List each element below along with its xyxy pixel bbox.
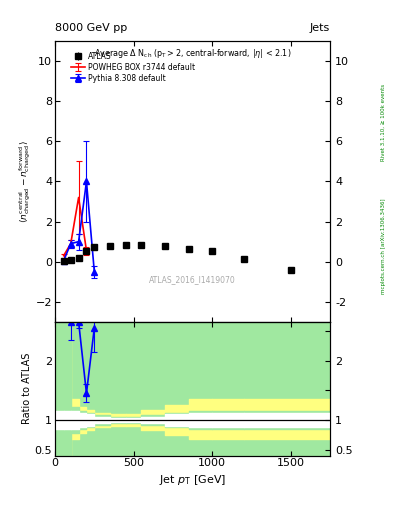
Y-axis label: Ratio to ATLAS: Ratio to ATLAS — [22, 353, 32, 424]
Text: Average $\Delta$ N$_{\mathrm{ch}}$ (p$_{\mathrm{T}}$$>$2, central-forward, |$\et: Average $\Delta$ N$_{\mathrm{ch}}$ (p$_{… — [94, 47, 291, 59]
Text: ATLAS_2016_I1419070: ATLAS_2016_I1419070 — [149, 275, 236, 284]
Text: 8000 GeV pp: 8000 GeV pp — [55, 23, 127, 33]
Text: mcplots.cern.ch [arXiv:1306.3436]: mcplots.cern.ch [arXiv:1306.3436] — [381, 198, 386, 293]
Text: Jets: Jets — [310, 23, 330, 33]
X-axis label: Jet $p_{\mathrm{T}}$ [GeV]: Jet $p_{\mathrm{T}}$ [GeV] — [159, 473, 226, 486]
Legend: ATLAS, POWHEG BOX r3744 default, Pythia 8.308 default: ATLAS, POWHEG BOX r3744 default, Pythia … — [70, 50, 197, 84]
Text: Rivet 3.1.10, ≥ 100k events: Rivet 3.1.10, ≥ 100k events — [381, 84, 386, 161]
Y-axis label: $\langle n^{\mathrm{central}}_{\mathrm{charged}} - n^{\mathrm{forward}}_{\mathrm: $\langle n^{\mathrm{central}}_{\mathrm{c… — [17, 140, 33, 223]
